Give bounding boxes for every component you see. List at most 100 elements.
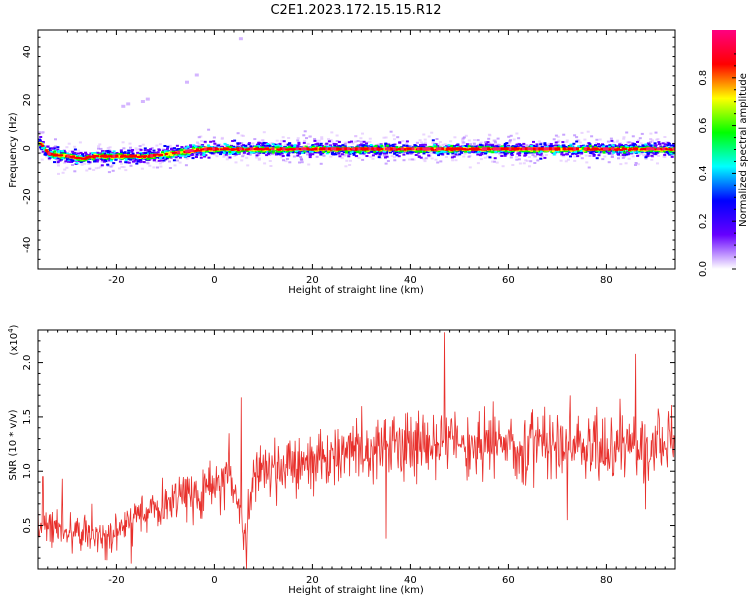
- heatmap-cell: [559, 146, 563, 149]
- heatmap-cell: [417, 151, 421, 154]
- heatmap-noise-pixel: [393, 159, 397, 162]
- heatmap-cell: [671, 152, 675, 155]
- heatmap-cell: [85, 153, 89, 156]
- heatmap-cell: [71, 159, 75, 162]
- heatmap-cell: [386, 144, 389, 147]
- heatmap-noise-pixel: [627, 157, 631, 160]
- heatmap-cell: [56, 148, 60, 151]
- heatmap-cell: [402, 144, 406, 147]
- heatmap-noise-pixel: [320, 136, 324, 139]
- heatmap-cell: [127, 161, 131, 164]
- heatmap-noise-pixel: [303, 139, 307, 142]
- heatmap-cell: [108, 150, 112, 153]
- heatmap-cell: [269, 151, 273, 154]
- heatmap-cell: [637, 151, 641, 154]
- heatmap-cell: [228, 156, 232, 159]
- heatmap-noise-pixel: [640, 152, 644, 155]
- heatmap-cell: [281, 155, 285, 157]
- heatmap-cell: [347, 155, 351, 158]
- heatmap-cell: [460, 151, 464, 154]
- heatmap-noise-pixel: [330, 140, 334, 143]
- heatmap-noise-pixel: [595, 138, 599, 141]
- heatmap-cell: [162, 155, 166, 158]
- heatmap-cell: [522, 142, 526, 145]
- heatmap-noise-pixel: [524, 159, 528, 162]
- heatmap-noise-pixel: [418, 139, 422, 142]
- heatmap-cell: [180, 146, 184, 148]
- heatmap-cell: [53, 150, 57, 153]
- heatmap-cell: [493, 157, 497, 160]
- heatmap-cell: [236, 142, 240, 145]
- heatmap-cell: [172, 159, 176, 162]
- heatmap-noise-pixel: [509, 134, 513, 137]
- heatmap-noise-pixel: [307, 163, 311, 166]
- heatmap-noise-pixel: [656, 162, 659, 165]
- heatmap-noise-pixel: [110, 160, 114, 163]
- heatmap-cell: [159, 155, 163, 158]
- heatmap-noise-pixel: [578, 141, 582, 144]
- heatmap-noise-pixel: [161, 148, 165, 151]
- heatmap-cell: [361, 144, 365, 147]
- heatmap-cell: [173, 147, 176, 150]
- heatmap-noise-pixel: [348, 164, 352, 166]
- heatmap-cell: [492, 145, 496, 148]
- heatmap-cell: [43, 147, 46, 150]
- heatmap-cell: [384, 156, 387, 159]
- heatmap-cell: [189, 146, 193, 148]
- heatmap-cell: [516, 152, 520, 155]
- heatmap-noise-pixel: [193, 154, 197, 157]
- heatmap-noise-pixel: [306, 142, 310, 145]
- heatmap-noise-pixel: [196, 141, 199, 144]
- heatmap-noise-pixel: [220, 137, 224, 140]
- heatmap-cell: [311, 145, 315, 148]
- heatmap-cell: [529, 145, 533, 148]
- heatmap-cell: [65, 158, 69, 161]
- heatmap-cell: [584, 150, 588, 153]
- heatmap-cell: [337, 152, 341, 155]
- heatmap-noise-pixel: [200, 140, 204, 143]
- heatmap-cell: [481, 151, 485, 154]
- heatmap-cell: [178, 154, 182, 157]
- heatmap-noise-pixel: [77, 149, 80, 152]
- heatmap-noise-pixel: [356, 140, 360, 142]
- heatmap-cell: [309, 153, 312, 156]
- heatmap-cell: [138, 153, 142, 156]
- heatmap-cell: [474, 150, 478, 153]
- heatmap-cell: [561, 141, 565, 144]
- heatmap-cell: [184, 147, 188, 150]
- heatmap-cell: [454, 153, 458, 156]
- heatmap-noise-pixel: [351, 142, 355, 145]
- heatmap-cell: [265, 154, 269, 157]
- heatmap-cell: [169, 156, 173, 159]
- heatmap-cell: [355, 155, 358, 157]
- heatmap-noise-pixel: [619, 142, 622, 145]
- heatmap-cell: [421, 144, 425, 146]
- heatmap-cell: [545, 145, 549, 148]
- heatmap-cell: [577, 151, 581, 154]
- heatmap-noise-pixel: [109, 165, 113, 168]
- heatmap-noise-pixel: [625, 131, 629, 134]
- heatmap-cell: [608, 144, 612, 147]
- heatmap-cell: [286, 152, 290, 155]
- heatmap-cell: [494, 150, 497, 153]
- heatmap-cell: [646, 154, 650, 157]
- heatmap-noise-pixel: [562, 155, 566, 158]
- heatmap-noise-pixel: [340, 156, 344, 159]
- heatmap-cell: [446, 152, 450, 155]
- heatmap-cell: [318, 150, 322, 153]
- heatmap-cell: [581, 147, 585, 150]
- heatmap-noise-pixel: [522, 162, 526, 165]
- heatmap-cell: [249, 145, 253, 148]
- heatmap-noise-pixel: [420, 141, 424, 144]
- heatmap-cell: [247, 143, 251, 146]
- heatmap-noise-pixel: [527, 156, 531, 158]
- heatmap-cell: [135, 162, 139, 165]
- heatmap-cell: [262, 141, 266, 144]
- heatmap-noise-pixel: [371, 157, 375, 160]
- heatmap-cell: [569, 143, 573, 146]
- heatmap-cell: [666, 144, 670, 147]
- heatmap-cell: [158, 157, 162, 160]
- heatmap-noise-pixel: [578, 154, 582, 157]
- heatmap-noise-pixel: [212, 136, 216, 139]
